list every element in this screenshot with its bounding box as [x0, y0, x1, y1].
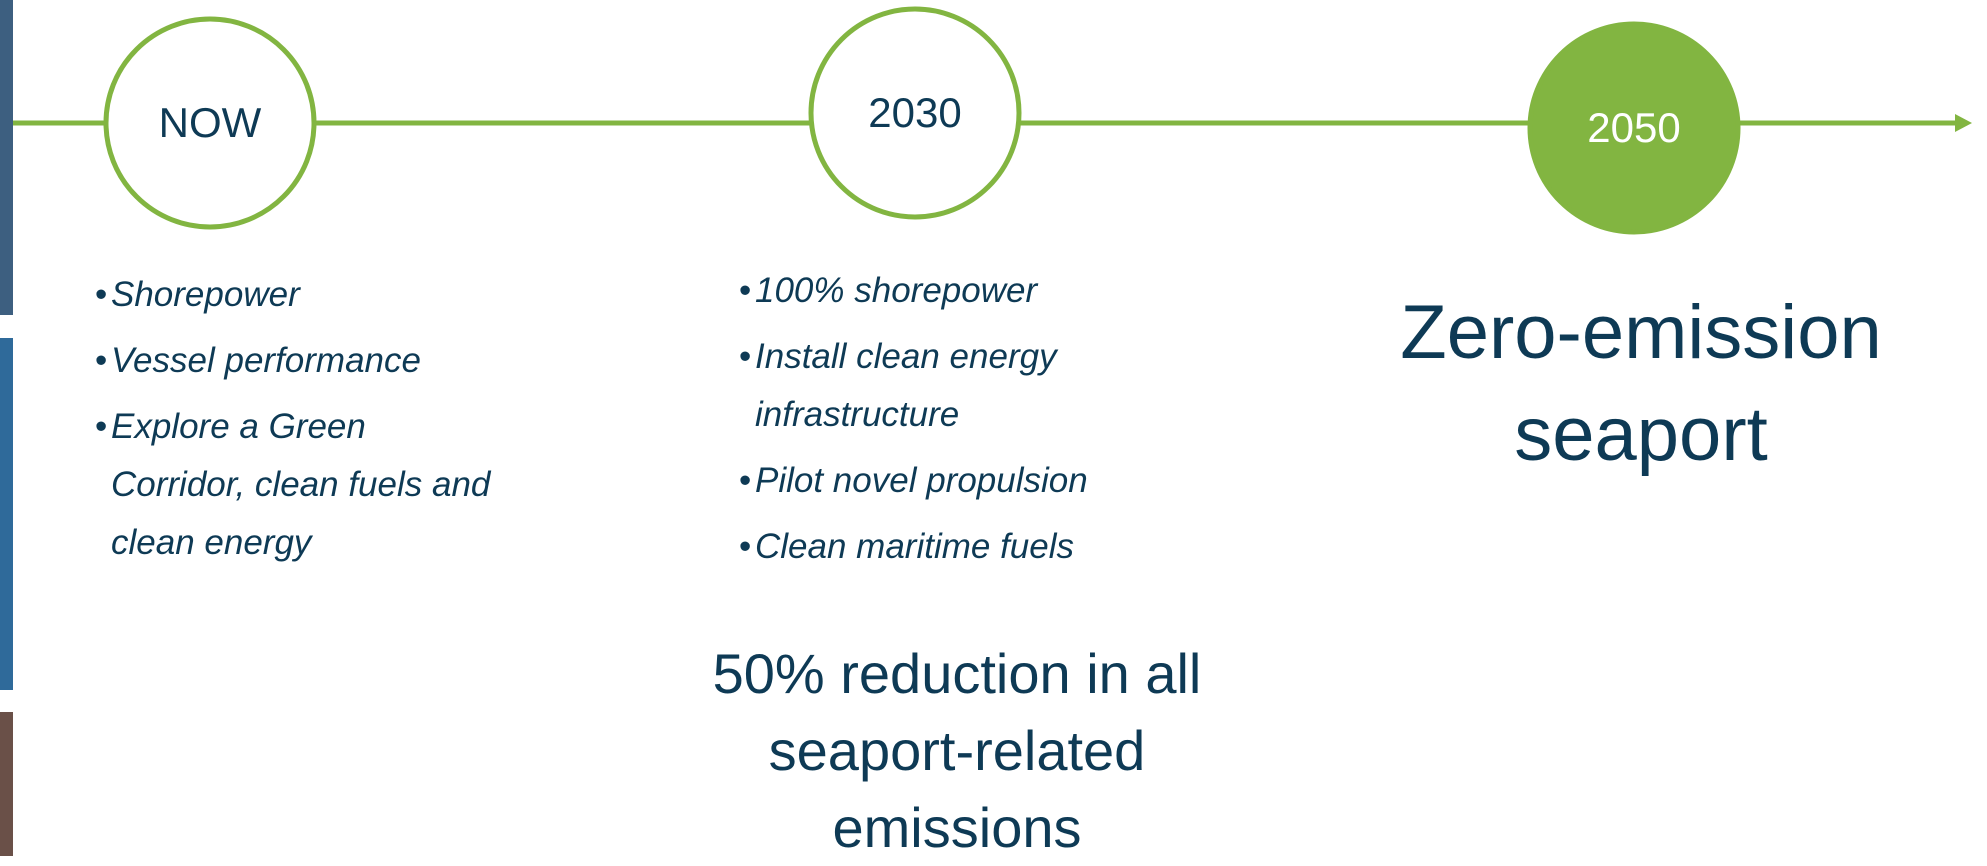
bullet-item: 100% shorepower	[739, 262, 1259, 320]
bullet-list: 100% shorepower Install clean energyinfra…	[739, 262, 1259, 584]
timeline-arrow	[1955, 114, 1972, 132]
bullet-item: Shorepower	[95, 266, 615, 324]
milestone-label: NOW	[100, 102, 320, 144]
outcome-line: seaport-related	[713, 712, 1202, 789]
milestone-label: 2030	[805, 92, 1025, 134]
outcome-line: seaport	[1400, 384, 1881, 486]
photo-strip	[0, 338, 13, 690]
photo-strip	[0, 0, 13, 315]
bullet-item: Clean maritime fuels	[739, 518, 1259, 576]
bullet-text: Install clean energy	[755, 328, 1259, 386]
outcome-line: 50% reduction in all	[713, 635, 1202, 712]
bullet-item: Vessel performance	[95, 332, 615, 390]
milestone-label: 2050	[1524, 107, 1744, 149]
bullet-text: Corridor, clean fuels and	[111, 456, 615, 514]
bullet-text: Clean maritime fuels	[755, 518, 1259, 576]
bullet-item: Pilot novel propulsion	[739, 452, 1259, 510]
outcome-line: emissions	[713, 789, 1202, 866]
bullet-text: Pilot novel propulsion	[755, 452, 1259, 510]
photo-strip	[0, 712, 13, 856]
outcome-line: Zero-emission	[1400, 282, 1881, 384]
page: NOW Shorepower Vessel performance Explore a…	[0, 0, 1987, 856]
bullet-text: 100% shorepower	[755, 262, 1259, 320]
bullet-text: infrastructure	[755, 386, 1259, 444]
bullet-text: clean energy	[111, 514, 615, 572]
bullet-list: Shorepower Vessel performance Explore a Gr…	[95, 266, 615, 580]
bullet-text: Shorepower	[111, 266, 615, 324]
bullet-text: Explore a Green	[111, 398, 615, 456]
bullet-text: Vessel performance	[111, 332, 615, 390]
